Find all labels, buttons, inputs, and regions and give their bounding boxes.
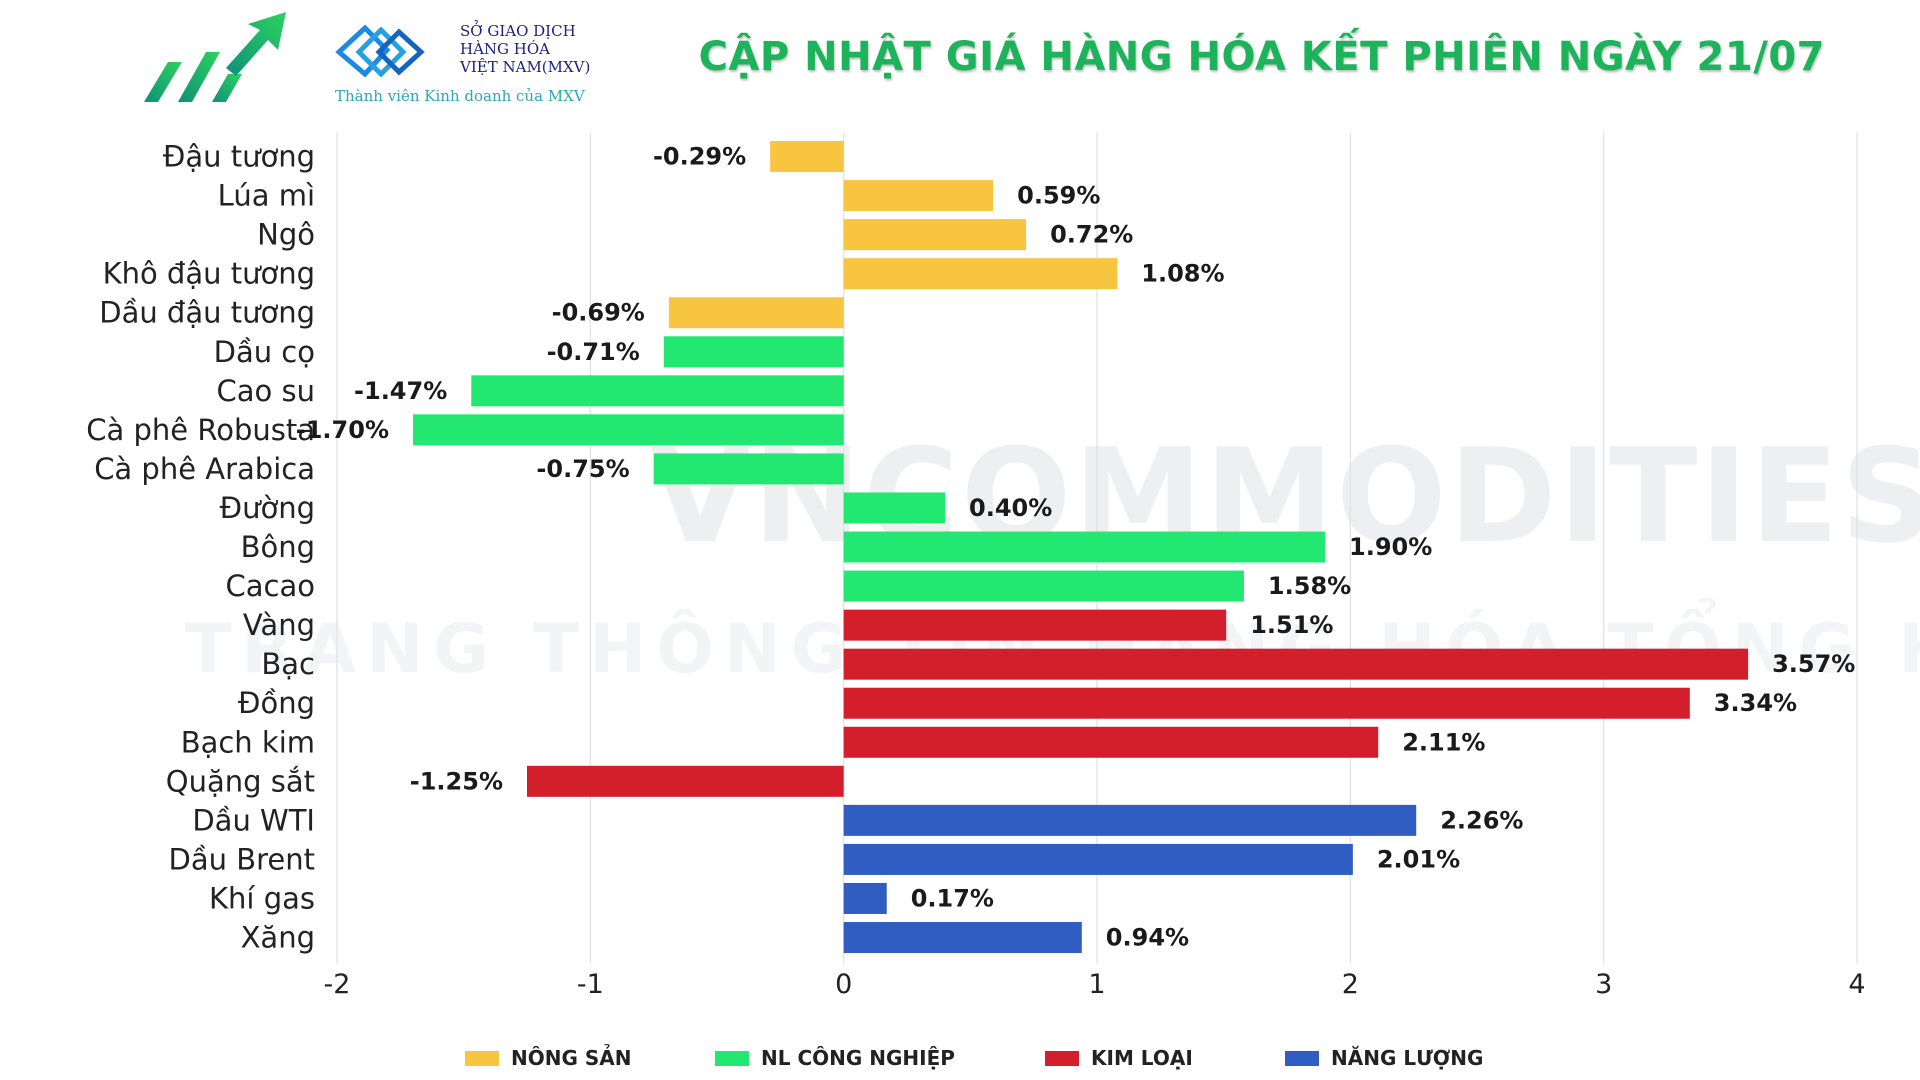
header: SỞ GIAO DỊCH HÀNG HÓA VIỆT NAM(MXV) Thàn… — [0, 0, 1920, 130]
page-title: CẬP NHẬT GIÁ HÀNG HÓA KẾT PHIÊN NGÀY 21/… — [698, 34, 1825, 80]
mxv-member-text: Thành viên Kinh doanh của MXV — [335, 87, 585, 105]
legend-label: NL CÔNG NGHIỆP — [761, 1046, 955, 1070]
legend-item: NÔNG SẢN — [465, 1046, 631, 1070]
bar — [843, 687, 1690, 719]
data-label: 2.26% — [1440, 806, 1523, 834]
bar — [843, 492, 945, 524]
category-label: Cà phê Arabica — [94, 452, 315, 486]
bar — [471, 375, 844, 407]
data-label: 2.11% — [1402, 728, 1485, 756]
legend-swatch — [465, 1050, 499, 1066]
data-label: -0.69% — [552, 299, 645, 327]
bar — [770, 141, 844, 173]
bar — [843, 219, 1027, 251]
category-label: Lúa mì — [218, 179, 315, 213]
data-label: 1.58% — [1268, 572, 1351, 600]
legend-item: NL CÔNG NGHIỆP — [715, 1046, 955, 1070]
category-label: Cacao — [226, 569, 315, 603]
data-label: 0.59% — [1017, 182, 1100, 210]
category-label: Ngô — [257, 218, 315, 252]
category-label: Dầu Brent — [169, 842, 315, 876]
bar — [668, 297, 844, 329]
mxv-line-1: SỞ GIAO DỊCH — [460, 22, 576, 40]
category-label: Cà phê Robusta — [86, 413, 315, 447]
data-label: -1.47% — [354, 377, 447, 405]
category-label: Dầu cọ — [214, 335, 315, 369]
category-label: Bạch kim — [181, 725, 315, 759]
legend-swatch — [1045, 1050, 1079, 1066]
data-label: 1.51% — [1250, 611, 1333, 639]
data-label: -0.29% — [653, 143, 746, 171]
mxv-line-3: VIỆT NAM(MXV) — [460, 58, 591, 76]
bar — [843, 180, 994, 212]
data-label: -1.70% — [296, 416, 389, 444]
bar — [843, 609, 1227, 641]
tick-label: 3 — [1595, 969, 1612, 1000]
category-label: Cao su — [217, 374, 315, 408]
bar — [843, 726, 1379, 758]
bar — [653, 453, 844, 485]
mxv-name: SỞ GIAO DỊCH HÀNG HÓA VIỆT NAM(MXV) — [460, 22, 590, 76]
data-label: -0.71% — [547, 338, 640, 366]
tick-label: -1 — [577, 969, 604, 1000]
category-label: Dầu đậu tương — [99, 296, 315, 330]
data-label: 0.17% — [911, 884, 994, 912]
data-label: 1.08% — [1141, 260, 1224, 288]
tick-label: -2 — [324, 969, 351, 1000]
category-label: Đậu tương — [163, 140, 315, 174]
tick-label: 2 — [1342, 969, 1359, 1000]
category-label: Dầu WTI — [192, 803, 315, 837]
bar — [527, 765, 844, 797]
mxv-logo-icon — [335, 24, 425, 78]
data-label: 3.57% — [1772, 650, 1855, 678]
bar — [843, 843, 1353, 875]
category-label: Bạc — [261, 647, 315, 681]
legend-item: NĂNG LƯỢNG — [1285, 1046, 1483, 1070]
bar — [843, 882, 887, 914]
legend-swatch — [1285, 1050, 1319, 1066]
category-label: Khô đậu tương — [103, 257, 315, 291]
category-label: Xăng — [241, 921, 315, 955]
data-label: 0.72% — [1050, 221, 1133, 249]
bar — [663, 336, 844, 368]
growth-arrow-logo-icon — [144, 12, 286, 102]
tick-label: 1 — [1088, 969, 1105, 1000]
bar — [843, 570, 1244, 602]
category-label: Bông — [241, 530, 315, 564]
tick-label: 4 — [1848, 969, 1865, 1000]
legend-label: NĂNG LƯỢNG — [1331, 1046, 1484, 1070]
category-label: Vàng — [243, 608, 315, 642]
commodity-bar-chart: Đậu tương -0.29% Lúa mì 0.59% Ngô 0.72% Khô đậ… — [86, 133, 1866, 1000]
data-label: 0.40% — [969, 494, 1052, 522]
bar — [413, 414, 844, 446]
bar — [843, 531, 1325, 563]
data-label: 1.90% — [1349, 533, 1432, 561]
category-label: Khí gas — [209, 881, 315, 915]
data-label: 0.94% — [1106, 924, 1189, 952]
bar — [843, 922, 1082, 954]
legend-swatch — [715, 1050, 749, 1066]
bar — [843, 258, 1118, 290]
legend-label: NÔNG SẢN — [511, 1046, 632, 1070]
tick-label: 0 — [835, 969, 852, 1000]
chart-legend: NÔNG SẢN NL CÔNG NGHIỆP KIM LOẠI NĂNG LƯỢNG — [0, 1046, 1920, 1076]
bar — [843, 804, 1417, 836]
data-label: 3.34% — [1714, 689, 1797, 717]
category-label: Đường — [220, 491, 315, 525]
category-label: Quặng sắt — [166, 764, 315, 798]
mxv-line-2: HÀNG HÓA — [460, 40, 550, 58]
data-label: -0.75% — [536, 455, 629, 483]
data-label: -1.25% — [410, 767, 503, 795]
bar — [843, 648, 1749, 680]
legend-label: KIM LOẠI — [1091, 1046, 1193, 1070]
data-label: 2.01% — [1377, 845, 1460, 873]
category-label: Đồng — [238, 686, 315, 720]
legend-item: KIM LOẠI — [1045, 1046, 1193, 1070]
